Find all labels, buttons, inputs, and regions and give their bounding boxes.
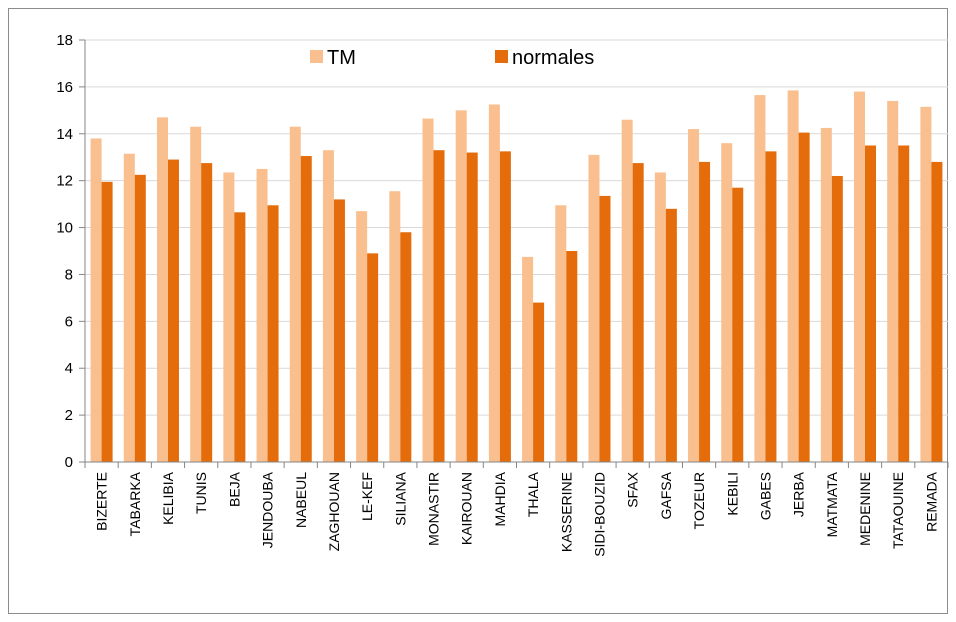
y-tick-label: 18 (56, 32, 73, 49)
bar-tm-le-kef (356, 211, 368, 462)
bar-normales-mahdia (499, 151, 511, 462)
bar-tm-jerba (787, 90, 799, 463)
bar-normales-monastir (433, 150, 445, 462)
x-tick-label: LE-KEF (359, 472, 375, 521)
bar-tm-medenine (854, 91, 866, 463)
bar-normales-beja (234, 212, 246, 462)
bar-normales-tataouine (898, 145, 910, 462)
bar-tm-tabarka (123, 153, 135, 462)
bar-tm-kebili (721, 143, 733, 462)
bar-tm-zaghouan (322, 150, 334, 462)
bar-normales-jendouba (267, 205, 279, 463)
bar-normales-sfax (632, 163, 644, 463)
legend: TM normales (310, 47, 594, 69)
bar-tm-matmata (820, 127, 832, 463)
bar-normales-nabeul (300, 156, 312, 463)
bar-tm-bizerte (90, 138, 102, 462)
axes: 0 2 4 6 8 10 12 14 16 18 BIZERTE TABARKA KELIBIA TUNI… (56, 32, 949, 557)
legend-swatch-tm (310, 50, 323, 63)
x-tick-label: SILIANA (392, 471, 408, 525)
bar-tm-nabeul (289, 126, 301, 462)
bars (90, 90, 943, 463)
x-tick-label: JENDOUBA (260, 471, 276, 548)
bar-tm-remada (920, 106, 932, 463)
bar-normales-kelibia (167, 159, 179, 463)
x-tick-label: SFAX (625, 471, 641, 507)
x-tick-label: MATMATA (824, 471, 840, 537)
x-tick-label: MONASTIR (426, 472, 442, 546)
bar-normales-thala (533, 302, 545, 462)
legend-swatch-normales (495, 50, 508, 63)
bar-tm-thala (522, 256, 534, 462)
bar-tm-jendouba (256, 168, 268, 462)
bar-normales-bizerte (101, 181, 113, 463)
gridlines (85, 39, 948, 416)
x-tick-label: MAHDIA (492, 471, 508, 526)
bar-tm-kasserine (555, 205, 567, 463)
bar-tm-tataouine (887, 100, 899, 462)
bar-normales-zaghouan (333, 199, 345, 462)
x-tick-label: TABARKA (127, 471, 143, 536)
x-tick-label: TUNIS (193, 472, 209, 514)
x-tick-label: KASSERINE (558, 472, 574, 552)
legend-label-tm: TM (327, 47, 356, 69)
y-tick-label: 6 (65, 313, 73, 330)
bar-normales-tozeur (699, 161, 711, 462)
x-tick-label: KELIBIA (160, 471, 176, 525)
x-tick-label: TOZEUR (691, 472, 707, 529)
bar-tm-siliana (389, 191, 401, 462)
bar-normales-kasserine (566, 251, 578, 462)
y-tick-label: 14 (56, 126, 73, 143)
bar-normales-kebili (732, 187, 744, 462)
bar-tm-tunis (190, 126, 202, 462)
bar-tm-kelibia (156, 117, 168, 462)
bar-normales-gafsa (665, 208, 677, 462)
x-tick-label: JERBA (791, 471, 807, 517)
x-tick-label: SIDI-BOUZID (591, 472, 607, 557)
bar-normales-matmata (831, 175, 843, 462)
bar-normales-remada (931, 161, 943, 462)
bar-tm-sfax (621, 119, 633, 462)
x-tick-label: ZAGHOUAN (326, 472, 342, 551)
bar-tm-sidi-bouzid (588, 154, 600, 462)
bar-normales-siliana (400, 232, 412, 462)
x-tick-label: BIZERTE (94, 472, 110, 531)
y-tick-label: 4 (65, 360, 73, 377)
bar-tm-monastir (422, 118, 434, 463)
y-tick-label: 12 (56, 173, 73, 190)
x-tick-label: KAIROUAN (459, 472, 475, 545)
x-tick-label: TATAOUINE (890, 472, 906, 549)
x-tick-label: THALA (525, 471, 541, 517)
x-tick-label: KEBILI (724, 472, 740, 516)
bar-normales-kairouan (466, 152, 478, 463)
bar-tm-kairouan (455, 110, 467, 462)
bar-normales-tunis (201, 163, 213, 463)
bar-tm-tozeur (688, 129, 700, 463)
x-tick-label: NABEUL (293, 472, 309, 528)
y-tick-label: 0 (65, 454, 73, 471)
x-tick-label: GAFSA (658, 471, 674, 519)
bar-normales-gabes (765, 151, 777, 462)
x-tick-label: BEJA (226, 471, 242, 507)
y-tick-label: 2 (65, 407, 73, 424)
bar-tm-gabes (754, 95, 766, 462)
x-tick-label: REMADA (923, 471, 939, 532)
bar-normales-jerba (798, 132, 810, 462)
x-tick-label: MEDENINE (857, 472, 873, 546)
y-tick-label: 16 (56, 79, 73, 96)
bar-normales-tabarka (134, 174, 146, 463)
y-tick-label: 10 (56, 220, 73, 237)
bar-normales-sidi-bouzid (599, 195, 611, 462)
legend-label-normales: normales (512, 47, 594, 69)
bar-tm-mahdia (488, 104, 500, 462)
bar-normales-medenine (865, 145, 877, 462)
bar-normales-le-kef (367, 253, 379, 462)
bar-tm-gafsa (654, 172, 666, 462)
y-tick-label: 8 (65, 266, 73, 283)
x-tick-label: GABES (757, 472, 773, 520)
bar-tm-beja (223, 172, 235, 462)
